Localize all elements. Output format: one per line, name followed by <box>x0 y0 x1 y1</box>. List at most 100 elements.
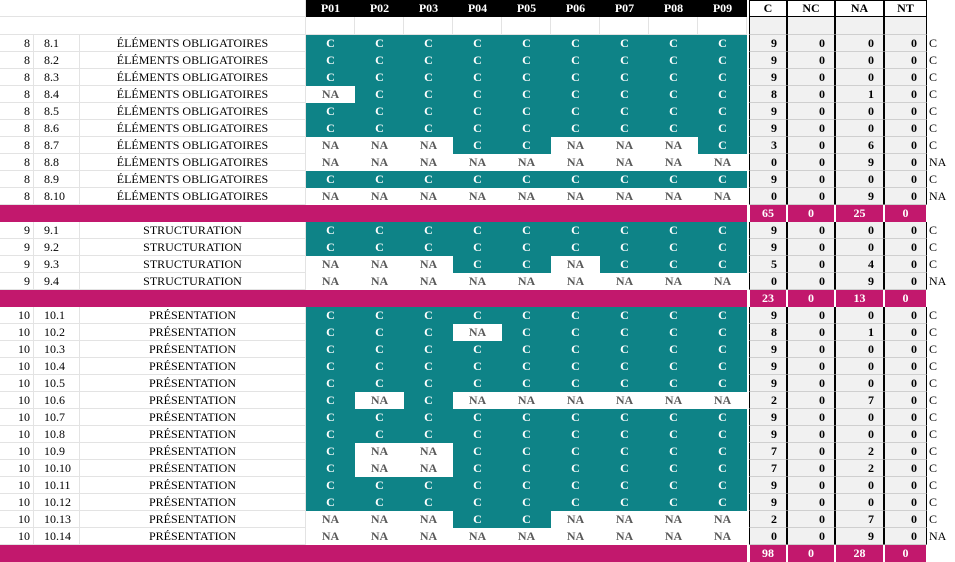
criterion-id[interactable]: 10.7 <box>34 409 80 426</box>
criterion-label[interactable]: ÉLÉMENTS OBLIGATOIRES <box>80 120 306 137</box>
row-status[interactable]: C <box>929 70 938 84</box>
summary-count-c[interactable]: 9 <box>749 375 787 392</box>
page-status-cell[interactable]: C <box>600 375 649 392</box>
page-status-cell[interactable]: C <box>649 35 698 52</box>
criterion-id[interactable]: 9.1 <box>34 222 80 239</box>
page-status-cell[interactable]: C <box>698 307 747 324</box>
row-status[interactable]: NA <box>929 529 947 543</box>
page-status-cell[interactable]: NA <box>551 256 600 273</box>
summary-count-c[interactable]: 9 <box>749 69 787 86</box>
page-status-cell[interactable]: C <box>502 52 551 69</box>
page-status-cell[interactable]: C <box>306 324 355 341</box>
page-status-cell[interactable]: C <box>502 171 551 188</box>
empty-cell[interactable] <box>355 17 404 35</box>
criterion-label[interactable]: PRÉSENTATION <box>80 358 306 375</box>
page-status-cell[interactable]: NA <box>355 392 404 409</box>
page-status-cell[interactable]: C <box>306 103 355 120</box>
page-status-cell[interactable]: NA <box>551 137 600 154</box>
summary-count-c[interactable]: 8 <box>749 86 787 103</box>
page-status-cell[interactable]: C <box>453 120 502 137</box>
page-status-cell[interactable]: NA <box>355 188 404 205</box>
summary-count-nt[interactable]: 0 <box>884 120 927 137</box>
group-number[interactable]: 8 <box>0 35 34 52</box>
page-status-cell[interactable]: C <box>453 460 502 477</box>
page-status-cell[interactable]: C <box>698 69 747 86</box>
summary-header-nc[interactable]: NC <box>787 0 835 17</box>
page-status-cell[interactable]: C <box>551 69 600 86</box>
page-status-cell[interactable]: C <box>600 256 649 273</box>
page-status-cell[interactable]: NA <box>551 528 600 545</box>
group-number[interactable]: 10 <box>0 392 34 409</box>
row-status[interactable]: C <box>929 53 938 67</box>
page-status-cell[interactable]: NA <box>453 392 502 409</box>
criterion-label[interactable]: STRUCTURATION <box>80 256 306 273</box>
page-status-cell[interactable]: C <box>698 171 747 188</box>
total-nt[interactable]: 0 <box>884 290 927 307</box>
criterion-label[interactable]: PRÉSENTATION <box>80 494 306 511</box>
page-status-cell[interactable]: C <box>404 103 453 120</box>
page-status-cell[interactable]: C <box>306 460 355 477</box>
page-status-cell[interactable]: C <box>404 426 453 443</box>
criterion-label[interactable]: ÉLÉMENTS OBLIGATOIRES <box>80 103 306 120</box>
page-status-cell[interactable]: NA <box>453 528 502 545</box>
page-status-cell[interactable]: NA <box>600 392 649 409</box>
criterion-label[interactable]: PRÉSENTATION <box>80 460 306 477</box>
page-status-cell[interactable]: C <box>600 52 649 69</box>
page-status-cell[interactable]: C <box>453 256 502 273</box>
page-status-cell[interactable]: C <box>453 69 502 86</box>
summary-count-na[interactable]: 7 <box>835 511 884 528</box>
column-header-p07[interactable]: P07 <box>600 0 649 17</box>
page-status-cell[interactable]: C <box>453 239 502 256</box>
page-status-cell[interactable]: C <box>649 256 698 273</box>
empty-cell[interactable] <box>453 17 502 35</box>
page-status-cell[interactable]: C <box>600 460 649 477</box>
summary-count-nt[interactable]: 0 <box>884 35 927 52</box>
summary-count-c[interactable]: 9 <box>749 426 787 443</box>
summary-count-nc[interactable]: 0 <box>787 528 835 545</box>
page-status-cell[interactable]: C <box>355 375 404 392</box>
page-status-cell[interactable]: C <box>355 341 404 358</box>
summary-count-nt[interactable]: 0 <box>884 426 927 443</box>
criterion-label[interactable]: ÉLÉMENTS OBLIGATOIRES <box>80 86 306 103</box>
page-status-cell[interactable]: NA <box>404 528 453 545</box>
summary-count-na[interactable]: 0 <box>835 358 884 375</box>
group-number[interactable]: 8 <box>0 103 34 120</box>
page-status-cell[interactable]: C <box>551 120 600 137</box>
summary-empty-cell[interactable] <box>787 17 835 35</box>
summary-count-nc[interactable]: 0 <box>787 137 835 154</box>
page-status-cell[interactable]: C <box>502 375 551 392</box>
criterion-id[interactable]: 10.5 <box>34 375 80 392</box>
summary-count-c[interactable]: 9 <box>749 52 787 69</box>
page-status-cell[interactable]: C <box>355 358 404 375</box>
page-status-cell[interactable]: C <box>502 137 551 154</box>
page-status-cell[interactable]: C <box>649 409 698 426</box>
summary-count-na[interactable]: 0 <box>835 103 884 120</box>
page-status-cell[interactable]: C <box>551 52 600 69</box>
criterion-label[interactable]: ÉLÉMENTS OBLIGATOIRES <box>80 188 306 205</box>
summary-count-nt[interactable]: 0 <box>884 188 927 205</box>
page-status-cell[interactable]: C <box>355 239 404 256</box>
criterion-label[interactable]: ÉLÉMENTS OBLIGATOIRES <box>80 154 306 171</box>
group-number[interactable]: 9 <box>0 273 34 290</box>
page-status-cell[interactable]: C <box>698 52 747 69</box>
page-status-cell[interactable]: NA <box>404 511 453 528</box>
page-status-cell[interactable]: C <box>551 494 600 511</box>
page-status-cell[interactable]: C <box>306 392 355 409</box>
summary-count-na[interactable]: 9 <box>835 528 884 545</box>
page-status-cell[interactable]: C <box>502 324 551 341</box>
row-status[interactable]: C <box>929 138 938 152</box>
summary-count-nc[interactable]: 0 <box>787 324 835 341</box>
page-status-cell[interactable]: NA <box>502 528 551 545</box>
page-status-cell[interactable]: C <box>453 494 502 511</box>
criterion-label[interactable]: ÉLÉMENTS OBLIGATOIRES <box>80 35 306 52</box>
page-status-cell[interactable]: C <box>355 494 404 511</box>
column-header-p06[interactable]: P06 <box>551 0 600 17</box>
summary-count-na[interactable]: 0 <box>835 375 884 392</box>
page-status-cell[interactable]: NA <box>306 256 355 273</box>
page-status-cell[interactable]: C <box>453 358 502 375</box>
page-status-cell[interactable]: C <box>600 86 649 103</box>
summary-empty-cell[interactable] <box>749 17 787 35</box>
page-status-cell[interactable]: C <box>306 358 355 375</box>
page-status-cell[interactable]: C <box>306 494 355 511</box>
page-status-cell[interactable]: NA <box>600 154 649 171</box>
